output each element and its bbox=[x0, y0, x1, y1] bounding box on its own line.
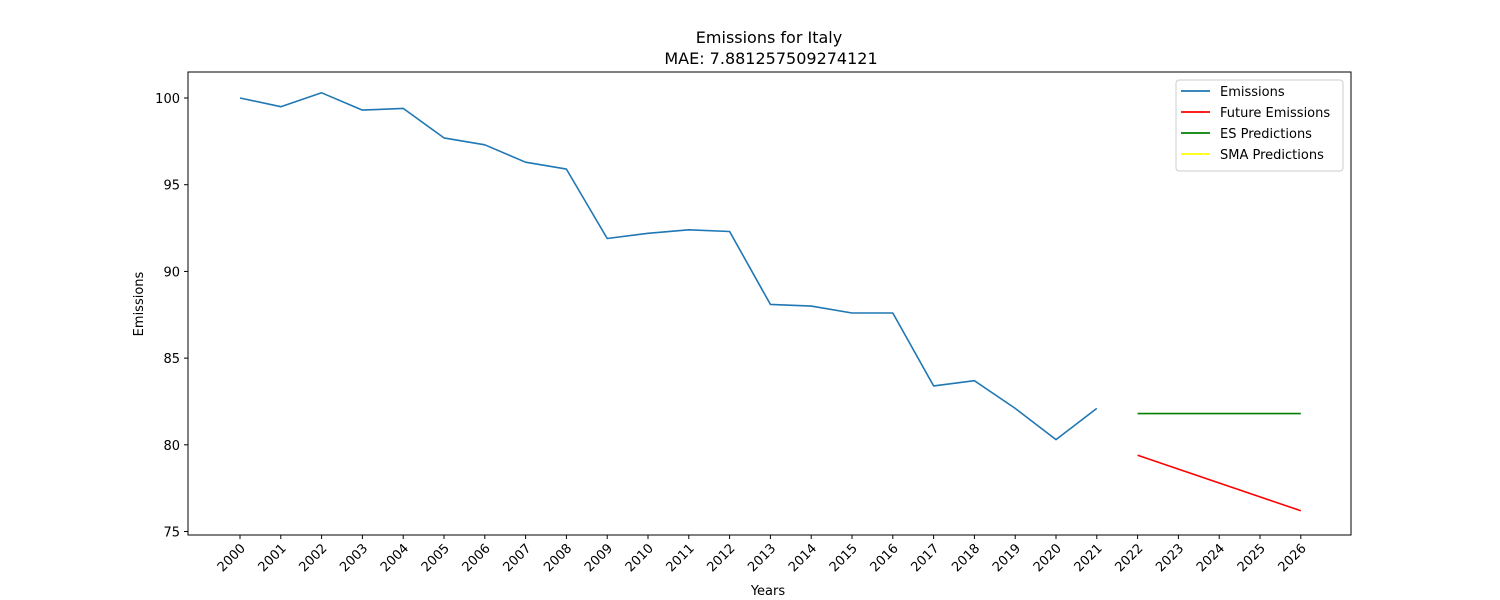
y-tick-label: 100 bbox=[155, 92, 180, 107]
y-tick-label: 80 bbox=[163, 439, 180, 454]
x-tick-label: 2023 bbox=[1153, 541, 1187, 575]
x-tick-label: 2024 bbox=[1194, 541, 1228, 575]
x-tick-label: 2007 bbox=[500, 541, 534, 575]
chart-subtitle: MAE: 7.881257509274121 bbox=[664, 49, 877, 68]
x-tick-label: 2014 bbox=[786, 541, 820, 575]
future-emissions-line bbox=[1137, 454, 1302, 512]
x-tick-label: 2015 bbox=[827, 541, 861, 575]
legend-label-emissions: Emissions bbox=[1220, 85, 1285, 100]
legend: Emissions Future Emissions ES Predictions S… bbox=[1175, 79, 1344, 172]
x-tick-label: 2018 bbox=[949, 541, 983, 575]
legend-label-sma-predictions: SMA Predictions bbox=[1220, 148, 1324, 163]
x-tick-label: 2013 bbox=[745, 541, 779, 575]
legend-label-es-predictions: ES Predictions bbox=[1220, 127, 1312, 142]
y-tick-label: 75 bbox=[163, 526, 180, 541]
x-tick-label: 2012 bbox=[704, 541, 738, 575]
plot-frame bbox=[187, 71, 1352, 536]
x-tick-label: 2001 bbox=[256, 541, 290, 575]
x-tick-label: 2005 bbox=[419, 541, 453, 575]
legend-box bbox=[1175, 79, 1344, 172]
y-axis-label: Emissions bbox=[132, 271, 147, 336]
x-tick-label: 2004 bbox=[378, 541, 412, 575]
x-tick-label: 2022 bbox=[1112, 541, 1146, 575]
x-tick-label: 2025 bbox=[1235, 541, 1269, 575]
chart-title: Emissions for Italy bbox=[696, 28, 842, 47]
legend-label-future-emissions: Future Emissions bbox=[1220, 106, 1330, 121]
x-tick-label: 2002 bbox=[296, 541, 330, 575]
y-tick-label: 95 bbox=[163, 179, 180, 194]
x-tick-label: 2009 bbox=[582, 541, 616, 575]
x-tick-label: 2021 bbox=[1072, 541, 1106, 575]
x-tick-label: 2011 bbox=[664, 541, 698, 575]
x-axis-label: Years bbox=[750, 584, 786, 599]
x-tick-label: 2020 bbox=[1031, 541, 1065, 575]
emissions-line bbox=[239, 92, 1098, 441]
x-tick-label: 2006 bbox=[460, 541, 494, 575]
x-tick-label: 2026 bbox=[1276, 541, 1310, 575]
x-tick-label: 2000 bbox=[215, 541, 249, 575]
y-tick-label: 90 bbox=[163, 265, 180, 280]
x-tick-label: 2017 bbox=[908, 541, 942, 575]
x-tick-label: 2010 bbox=[623, 541, 657, 575]
y-tick-label: 85 bbox=[163, 352, 180, 367]
x-tick-label: 2003 bbox=[337, 541, 371, 575]
x-tick-label: 2008 bbox=[541, 541, 575, 575]
x-tick-label: 2019 bbox=[990, 541, 1024, 575]
x-tick-label: 2016 bbox=[868, 541, 902, 575]
